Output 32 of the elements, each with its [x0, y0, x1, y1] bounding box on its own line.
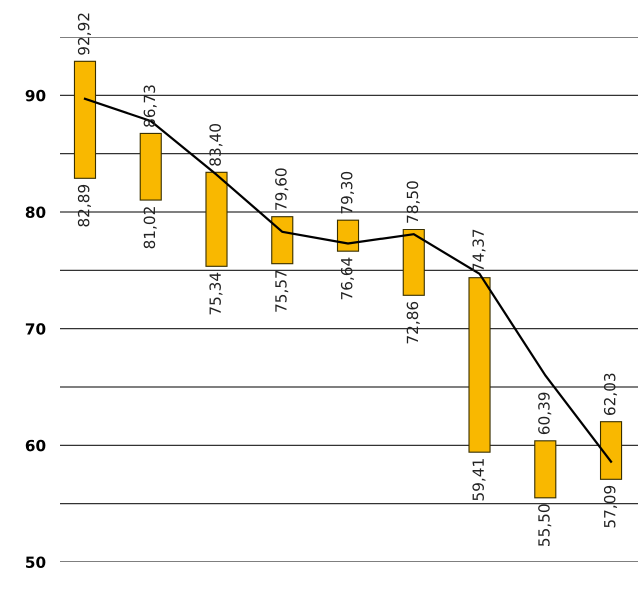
annotation: 75,34 — [209, 272, 222, 314]
annotation: 81,02 — [144, 207, 157, 248]
annotation: 72,86 — [406, 302, 420, 344]
y-tick-label: 80 — [26, 206, 46, 218]
bar — [402, 228, 425, 296]
annotation: 79,30 — [340, 172, 354, 214]
annotation: 55,50 — [538, 504, 552, 546]
y-tick-label: 90 — [26, 90, 46, 102]
annotation: 82,89 — [78, 184, 91, 227]
annotation: 78,50 — [406, 181, 420, 223]
y-tick-label: 70 — [26, 323, 46, 335]
annotation: 76,64 — [340, 258, 354, 300]
annotation: 79,60 — [275, 168, 288, 210]
bar — [600, 421, 622, 480]
annotation: 75,57 — [275, 270, 288, 312]
annotation: 92,92 — [78, 14, 91, 55]
bar — [468, 277, 491, 453]
annotation: 83,40 — [209, 124, 222, 166]
bar — [74, 60, 96, 179]
annotation: 62,03 — [604, 374, 618, 416]
bar — [205, 172, 228, 267]
annotation: 57,09 — [604, 486, 618, 528]
y-tick-label: 50 — [26, 556, 46, 568]
bar — [271, 216, 294, 264]
annotation: 60,39 — [538, 392, 552, 434]
bar — [336, 220, 360, 252]
annotation: 59,41 — [472, 459, 486, 500]
annotation: 86,73 — [144, 85, 157, 127]
y-tick-label: 60 — [26, 440, 46, 452]
bar — [534, 440, 556, 498]
bar — [140, 132, 162, 201]
annotation: 74,37 — [472, 230, 486, 271]
